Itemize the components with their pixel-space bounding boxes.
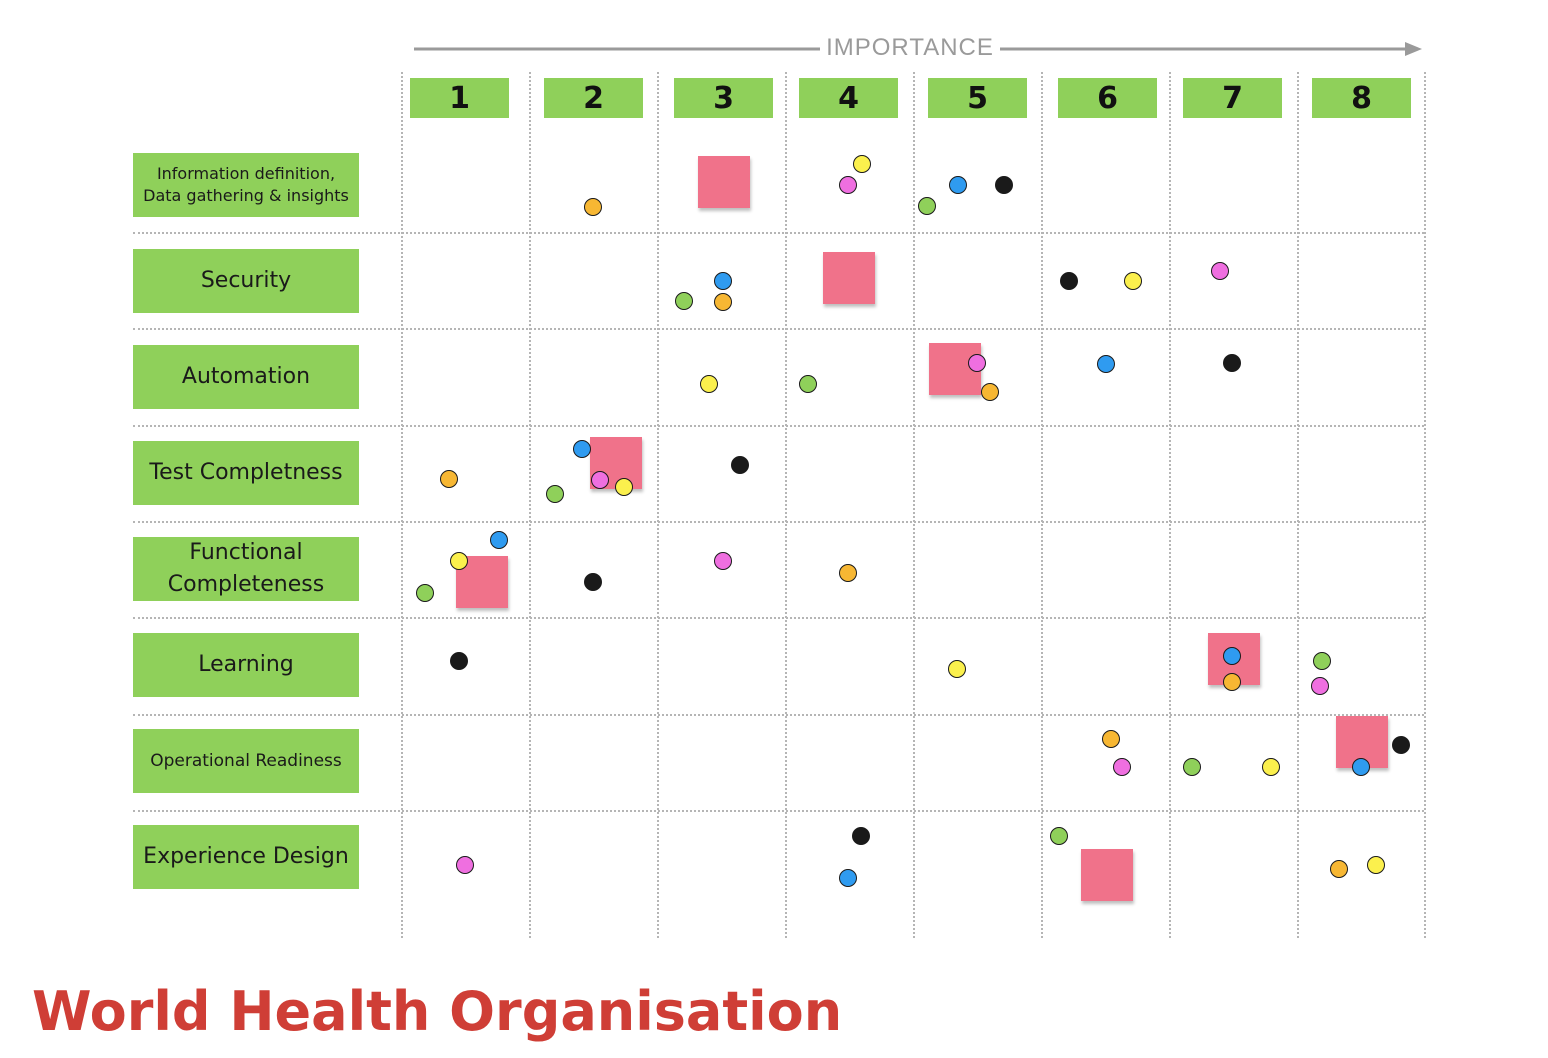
row-label: Test Completness xyxy=(133,441,359,505)
vote-dot-pink[interactable] xyxy=(1113,758,1131,776)
vote-dot-orange[interactable] xyxy=(584,198,602,216)
row-label: Learning xyxy=(133,633,359,697)
column-header-7: 7 xyxy=(1183,78,1282,118)
column-header-5: 5 xyxy=(928,78,1027,118)
vote-dot-green[interactable] xyxy=(918,197,936,215)
column-divider xyxy=(1169,72,1171,938)
vote-dot-green[interactable] xyxy=(416,584,434,602)
vote-dot-blue[interactable] xyxy=(839,869,857,887)
vote-dot-pink[interactable] xyxy=(1211,262,1229,280)
row-label: Functional Completeness xyxy=(133,537,359,601)
vote-dot-green[interactable] xyxy=(1183,758,1201,776)
vote-dot-yellow[interactable] xyxy=(450,552,468,570)
row-divider xyxy=(133,232,1424,234)
vote-dot-black[interactable] xyxy=(450,652,468,670)
sticky-note[interactable] xyxy=(698,156,750,208)
vote-dot-yellow[interactable] xyxy=(615,478,633,496)
axis-title: IMPORTANCE xyxy=(700,34,1120,62)
vote-dot-yellow[interactable] xyxy=(1367,856,1385,874)
vote-dot-orange[interactable] xyxy=(440,470,458,488)
row-divider xyxy=(133,521,1424,523)
vote-dot-yellow[interactable] xyxy=(1262,758,1280,776)
sticky-note[interactable] xyxy=(1081,849,1133,901)
column-divider xyxy=(785,72,787,938)
column-divider xyxy=(1041,72,1043,938)
vote-dot-black[interactable] xyxy=(852,827,870,845)
vote-dot-blue[interactable] xyxy=(714,272,732,290)
vote-dot-green[interactable] xyxy=(1050,827,1068,845)
row-label: Operational Readiness xyxy=(133,729,359,793)
vote-dot-black[interactable] xyxy=(1223,354,1241,372)
vote-dot-pink[interactable] xyxy=(839,176,857,194)
vote-dot-blue[interactable] xyxy=(1097,355,1115,373)
vote-dot-pink[interactable] xyxy=(968,354,986,372)
row-divider xyxy=(133,617,1424,619)
vote-dot-black[interactable] xyxy=(995,176,1013,194)
vote-dot-green[interactable] xyxy=(799,375,817,393)
axis-title-text: IMPORTANCE xyxy=(820,34,1000,61)
vote-dot-orange[interactable] xyxy=(714,293,732,311)
vote-dot-yellow[interactable] xyxy=(948,660,966,678)
row-divider xyxy=(133,810,1424,812)
column-header-1: 1 xyxy=(410,78,509,118)
vote-dot-orange[interactable] xyxy=(1102,730,1120,748)
vote-dot-blue[interactable] xyxy=(949,176,967,194)
column-divider xyxy=(657,72,659,938)
row-label: Automation xyxy=(133,345,359,409)
vote-dot-yellow[interactable] xyxy=(1124,272,1142,290)
vote-dot-green[interactable] xyxy=(546,485,564,503)
column-divider xyxy=(529,72,531,938)
row-label: Information definition, Data gathering &… xyxy=(133,153,359,217)
vote-dot-yellow[interactable] xyxy=(853,155,871,173)
vote-dot-black[interactable] xyxy=(731,456,749,474)
vote-dot-orange[interactable] xyxy=(1223,673,1241,691)
vote-dot-pink[interactable] xyxy=(1311,677,1329,695)
row-divider xyxy=(133,425,1424,427)
vote-dot-black[interactable] xyxy=(1392,736,1410,754)
row-label: Experience Design xyxy=(133,825,359,889)
row-divider xyxy=(133,328,1424,330)
column-header-8: 8 xyxy=(1312,78,1411,118)
column-divider xyxy=(1424,72,1426,938)
vote-dot-blue[interactable] xyxy=(1352,758,1370,776)
vote-dot-yellow[interactable] xyxy=(700,375,718,393)
vote-dot-blue[interactable] xyxy=(1223,647,1241,665)
vote-dot-black[interactable] xyxy=(1060,272,1078,290)
vote-dot-blue[interactable] xyxy=(573,440,591,458)
vote-dot-pink[interactable] xyxy=(591,471,609,489)
row-label: Security xyxy=(133,249,359,313)
vote-dot-green[interactable] xyxy=(1313,652,1331,670)
column-divider xyxy=(1297,72,1299,938)
sticky-note[interactable] xyxy=(823,252,875,304)
vote-dot-green[interactable] xyxy=(675,292,693,310)
vote-dot-pink[interactable] xyxy=(714,552,732,570)
organisation-title: World Health Organisation xyxy=(32,980,843,1043)
vote-dot-pink[interactable] xyxy=(456,856,474,874)
column-header-4: 4 xyxy=(799,78,898,118)
column-header-3: 3 xyxy=(674,78,773,118)
column-divider xyxy=(913,72,915,938)
vote-dot-black[interactable] xyxy=(584,573,602,591)
vote-dot-blue[interactable] xyxy=(490,531,508,549)
vote-dot-orange[interactable] xyxy=(839,564,857,582)
column-divider xyxy=(401,72,403,938)
column-header-6: 6 xyxy=(1058,78,1157,118)
vote-dot-orange[interactable] xyxy=(1330,860,1348,878)
row-divider xyxy=(133,714,1424,716)
vote-dot-orange[interactable] xyxy=(981,383,999,401)
column-header-2: 2 xyxy=(544,78,643,118)
